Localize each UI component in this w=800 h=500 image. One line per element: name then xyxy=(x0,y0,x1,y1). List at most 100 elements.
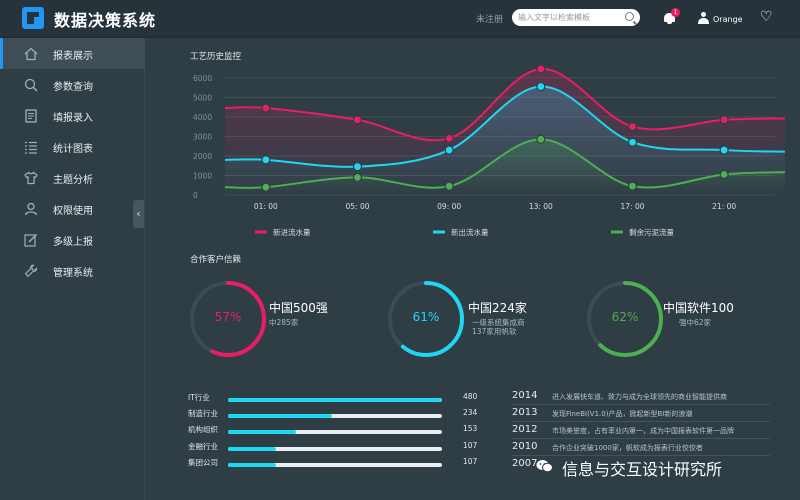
series-point xyxy=(444,181,454,191)
series-point xyxy=(719,145,729,155)
y-tick-label: 2000 xyxy=(193,152,212,161)
notification-badge: 1 xyxy=(671,8,680,17)
app-logo-icon xyxy=(22,7,44,29)
wrench-icon xyxy=(24,264,38,278)
search-icon xyxy=(24,78,38,92)
home-icon xyxy=(24,47,38,61)
sidebar-item-label: 多级上报 xyxy=(53,237,93,248)
sidebar-item-label: 主题分析 xyxy=(53,175,93,186)
partners-title: 合作客户信赖 xyxy=(190,255,242,265)
industry-bar-track xyxy=(228,414,442,418)
timeline-year: 2014 xyxy=(512,390,538,401)
industry-value: 107 xyxy=(463,457,478,466)
sidebar-item-theme-analysis[interactable]: 主题分析 xyxy=(0,162,145,193)
bell-icon[interactable]: 1 xyxy=(664,8,680,24)
series-line xyxy=(224,67,786,142)
y-tick-label: 1000 xyxy=(193,171,212,180)
username[interactable]: Orange xyxy=(713,15,743,24)
industry-bar-fill xyxy=(228,414,333,418)
industry-label: 集团公司 xyxy=(188,458,218,467)
series-line xyxy=(224,138,786,189)
timeline-text: 发现FineBI(V1.0)产品，掀起新型BI新的浪潮 xyxy=(552,410,693,418)
series-point xyxy=(536,64,546,74)
series-point xyxy=(536,134,546,144)
timeline-text: 合作企业突破1000家，帆软成为报表行业佼佼者 xyxy=(552,444,703,452)
x-tick-label: 17: 00 xyxy=(621,202,645,211)
search-box[interactable] xyxy=(512,9,640,26)
user-icon[interactable] xyxy=(698,12,709,24)
industry-value: 107 xyxy=(463,441,478,450)
y-tick-label: 6000 xyxy=(193,74,212,83)
timeline-year: 2012 xyxy=(512,424,538,435)
user-icon xyxy=(24,202,38,216)
x-tick-label: 09: 00 xyxy=(437,202,461,211)
gauge-subtitle: 一级系统集成商 xyxy=(472,318,525,327)
series-point xyxy=(444,145,454,155)
watermark-text: 信息与交互设计研究所 xyxy=(562,460,723,479)
industry-row-group: 集团公司 107 xyxy=(188,457,488,471)
sidebar-item-label: 报表展示 xyxy=(53,51,93,62)
search-input[interactable] xyxy=(518,11,618,24)
sidebar-item-label: 权限使用 xyxy=(53,206,93,217)
industry-label: 制造行业 xyxy=(188,409,218,418)
legend-label: 新进流水量 xyxy=(273,227,311,237)
gauge-subtitle-2: 137家用帆软 xyxy=(472,327,517,336)
register-link[interactable]: 未注册 xyxy=(476,15,504,25)
industry-bar-track xyxy=(228,463,442,467)
sidebar-item-label: 填报录入 xyxy=(53,113,93,124)
sidebar-item-label: 参数查询 xyxy=(53,82,93,93)
gauge-subtitle: 中285家 xyxy=(269,318,299,327)
industry-bar-fill xyxy=(228,398,442,402)
industry-value: 480 xyxy=(463,392,478,401)
list-icon xyxy=(25,141,37,154)
series-point xyxy=(352,162,363,172)
industry-bar-fill xyxy=(228,430,297,434)
process-history-chart: 0 1000 2000 3000 4000 5000 6000 01: 00 05: 00 09… xyxy=(193,64,786,237)
gauge-arc xyxy=(388,281,464,357)
industry-value: 234 xyxy=(463,408,478,417)
y-tick-label: 0 xyxy=(193,191,198,200)
sidebar-item-management[interactable]: 管理系统 xyxy=(0,255,145,286)
gauge-arc xyxy=(587,281,663,357)
gauge-500-strong xyxy=(190,281,266,357)
industry-row-finance: 金融行业 107 xyxy=(188,441,488,455)
sidebar-collapse-button[interactable]: ‹ xyxy=(133,200,144,228)
series-point xyxy=(261,155,271,165)
series-point xyxy=(444,133,454,143)
gauge-title: 中国软件100 xyxy=(663,301,734,315)
wechat-icon xyxy=(536,460,553,473)
search-icon[interactable] xyxy=(625,12,634,21)
industry-label: 金融行业 xyxy=(188,442,218,451)
form-icon xyxy=(25,109,37,123)
timeline-row: 2013 发现FineBI(V1.0)产品，掀起新型BI新的浪潮 xyxy=(512,405,770,422)
industry-bar-track xyxy=(228,398,442,402)
heart-icon[interactable]: ♡ xyxy=(760,9,773,25)
series-point xyxy=(352,115,363,125)
x-tick-label: 01: 00 xyxy=(254,202,278,211)
sidebar-item-report-display[interactable]: 报表展示 xyxy=(0,38,145,69)
industry-bar-fill xyxy=(228,463,276,467)
sidebar-item-permissions[interactable]: 权限使用 xyxy=(0,193,145,224)
sidebar-item-label: 管理系统 xyxy=(53,268,93,279)
sidebar-item-multi-report[interactable]: 多级上报 xyxy=(0,224,145,255)
y-tick-label: 3000 xyxy=(193,132,212,141)
y-tick-label: 4000 xyxy=(193,113,212,122)
series-area xyxy=(225,86,785,195)
sidebar-item-param-query[interactable]: 参数查询 xyxy=(0,69,145,100)
industry-row-manufacturing: 制造行业 234 xyxy=(188,408,488,422)
industry-row-institution: 机构组织 153 xyxy=(188,424,488,438)
industry-label: IT行业 xyxy=(188,393,210,402)
gauge-percent-label: 62% xyxy=(611,310,639,324)
gauge-224 xyxy=(388,281,464,357)
gauge-title: 中国224家 xyxy=(468,301,527,315)
industry-bar-fill xyxy=(228,447,276,451)
x-tick-label: 05: 00 xyxy=(346,202,370,211)
legend-label: 剩余污泥流量 xyxy=(629,227,674,237)
app-title: 数据决策系统 xyxy=(54,11,157,30)
timeline-year: 2007 xyxy=(512,458,538,469)
sidebar-item-data-entry[interactable]: 填报录入 xyxy=(0,100,145,131)
sidebar-item-stat-charts[interactable]: 统计图表 xyxy=(0,131,145,162)
gauge-subtitle: 强中62家 xyxy=(679,318,712,327)
timeline-year: 2010 xyxy=(512,441,538,452)
timeline-row: 2010 合作企业突破1000家，帆软成为报表行业佼佼者 xyxy=(512,439,770,456)
